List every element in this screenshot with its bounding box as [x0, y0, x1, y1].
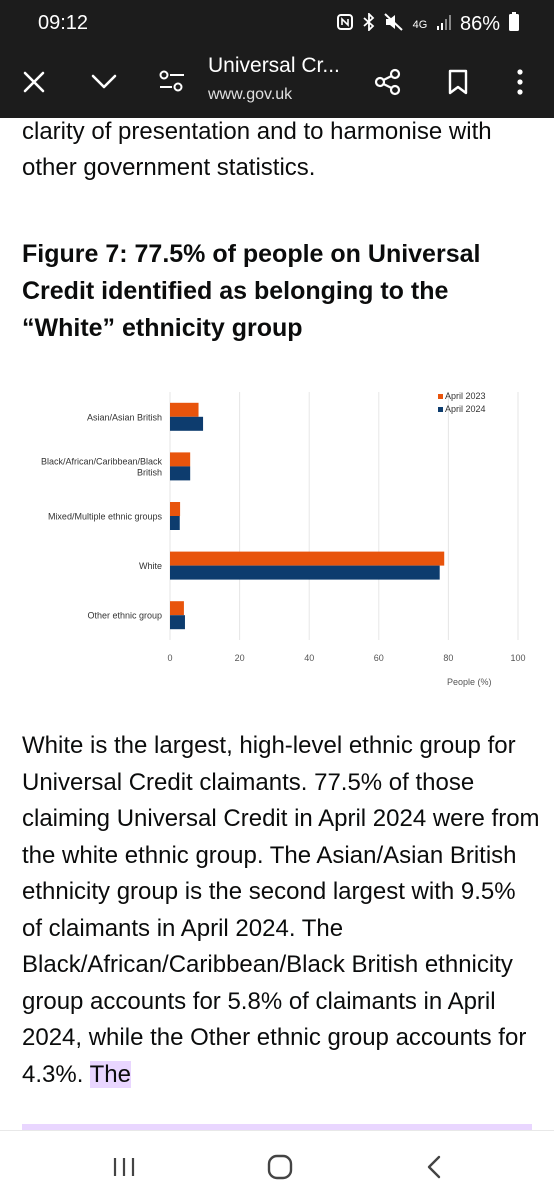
- x-tick-label: 60: [374, 653, 384, 663]
- x-tick-label: 100: [510, 653, 525, 663]
- ethnicity-bar-chart: Asian/Asian British Black/African/Caribbe…: [0, 380, 554, 690]
- text-selection-highlight: [22, 1124, 532, 1130]
- legend-label: April 2023: [445, 391, 486, 401]
- bookmark-icon[interactable]: [438, 62, 478, 102]
- back-icon[interactable]: [414, 1147, 454, 1187]
- x-tick-label: 40: [304, 653, 314, 663]
- x-axis-label: People (%): [447, 677, 492, 687]
- bar-april-2023: [170, 502, 181, 516]
- chevron-down-icon[interactable]: [84, 62, 124, 102]
- network-type: 4G: [412, 18, 428, 31]
- bar-april-2024: [170, 466, 191, 481]
- category-label: Asian/Asian British: [87, 412, 162, 422]
- bar-april-2023: [170, 551, 445, 566]
- more-icon[interactable]: [500, 62, 540, 102]
- bar-april-2023: [170, 402, 199, 417]
- body-text: White is the largest, high-level ethnic …: [22, 732, 540, 1088]
- category-label: Other ethnic group: [87, 611, 162, 621]
- page-title: Universal Cr...: [208, 54, 340, 77]
- status-time: 09:12: [38, 12, 89, 34]
- battery-level: 86%: [459, 13, 500, 35]
- body-paragraph: White is the largest, high-level ethnic …: [22, 728, 542, 1093]
- page-url: www.gov.uk: [208, 86, 293, 103]
- browser-toolbar: Universal Cr... www.gov.uk: [0, 48, 554, 118]
- x-tick-label: 80: [443, 653, 453, 663]
- x-tick-label: 20: [235, 653, 245, 663]
- nfc-icon: [336, 13, 354, 36]
- recent-apps-icon[interactable]: [104, 1147, 144, 1187]
- category-label: Black/African/Caribbean/Black British: [41, 456, 163, 477]
- bluetooth-icon: [362, 11, 376, 36]
- bar-april-2024: [170, 416, 204, 431]
- legend-label: April 2024: [445, 404, 486, 414]
- bar-april-2023: [170, 601, 184, 616]
- web-content: clarity of presentation and to harmonise…: [0, 118, 554, 1130]
- bar-april-2024: [170, 565, 440, 580]
- battery-icon: [508, 12, 520, 37]
- legend-swatch: [438, 407, 443, 412]
- chart-svg: Asian/Asian British Black/African/Caribbe…: [41, 391, 526, 687]
- status-bar: 09:12 4G 86%: [0, 0, 554, 48]
- legend-swatch: [438, 394, 443, 399]
- share-icon[interactable]: [368, 62, 408, 102]
- bar-april-2024: [170, 615, 185, 630]
- close-icon[interactable]: [14, 62, 54, 102]
- mute-icon: [384, 13, 404, 36]
- navigation-bar: [0, 1130, 554, 1200]
- bar-april-2024: [170, 516, 180, 530]
- category-label: Mixed/Multiple ethnic groups: [48, 512, 163, 522]
- page-settings-icon[interactable]: [152, 62, 192, 102]
- status-icons: 4G 86%: [336, 11, 520, 37]
- x-tick-label: 0: [167, 653, 172, 663]
- highlighted-text[interactable]: The: [89, 1060, 131, 1088]
- bar-april-2023: [170, 452, 191, 467]
- figure-title: Figure 7: 77.5% of people on Universal C…: [22, 240, 481, 342]
- intro-paragraph: clarity of presentation and to harmonise…: [22, 118, 492, 181]
- signal-icon: [436, 13, 452, 36]
- category-label: White: [139, 561, 162, 571]
- home-icon[interactable]: [260, 1147, 300, 1187]
